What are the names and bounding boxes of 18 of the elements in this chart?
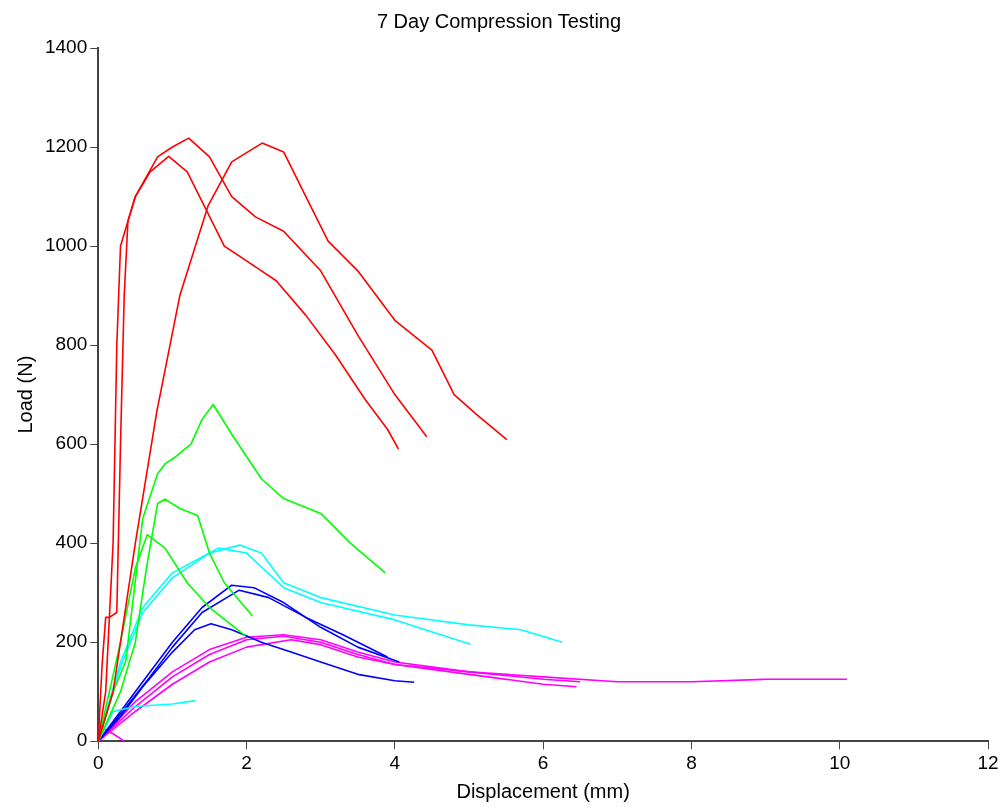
x-tick-label: 10 bbox=[829, 751, 851, 773]
y-tick-label: 200 bbox=[55, 630, 88, 652]
x-tick-label: 0 bbox=[92, 751, 104, 773]
y-tick-label: 600 bbox=[55, 432, 88, 454]
y-tick-label: 800 bbox=[55, 333, 88, 355]
x-tick-label: 6 bbox=[537, 751, 549, 773]
y-tick-label: 1400 bbox=[44, 36, 88, 58]
y-tick-label: 400 bbox=[55, 531, 88, 553]
x-axis-title: Displacement (mm) bbox=[456, 779, 630, 802]
x-tick-label: 8 bbox=[686, 751, 697, 773]
y-tick-label: 1000 bbox=[44, 234, 88, 256]
y-tick-label: 1200 bbox=[44, 135, 88, 157]
chart-title: 7 Day Compression Testing bbox=[376, 9, 622, 32]
y-axis-title: Load (N) bbox=[13, 355, 36, 434]
y-tick-label: 0 bbox=[76, 729, 88, 751]
x-tick-label: 4 bbox=[389, 751, 401, 773]
x-tick-label: 12 bbox=[977, 751, 999, 773]
x-tick-label: 2 bbox=[241, 751, 252, 773]
